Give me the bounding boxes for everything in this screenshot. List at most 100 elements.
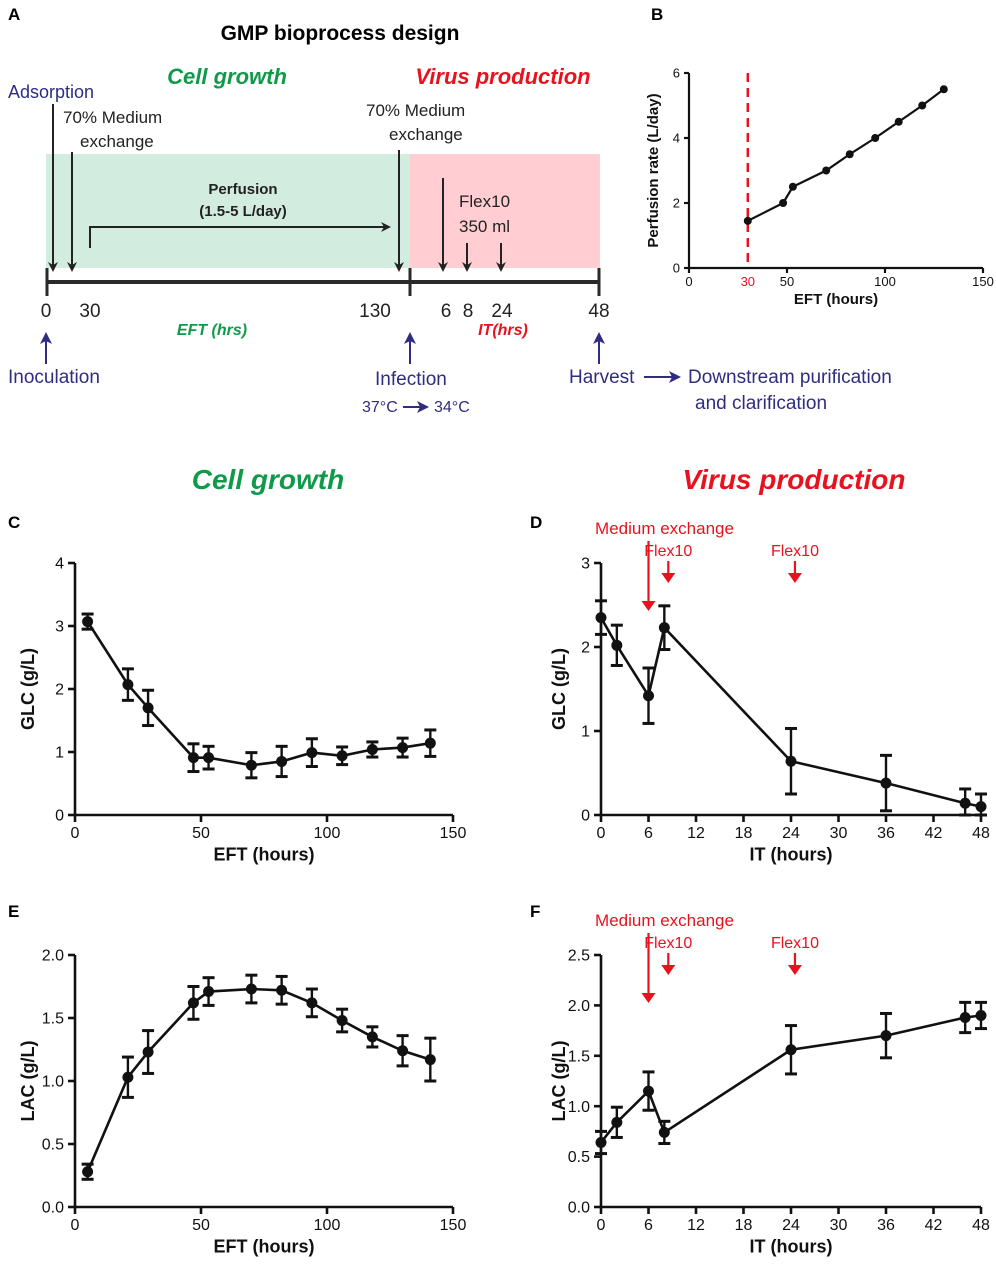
chart-c-data-point: [245, 759, 257, 771]
chart-f-data-point: [611, 1116, 623, 1128]
chart-d-data-point: [880, 777, 892, 789]
chart-f-y-tick-label: 1.5: [568, 1048, 590, 1065]
chart-f-y-tick-label: 2.5: [568, 948, 590, 965]
chart-d-annotation-label: Flex10: [644, 543, 692, 560]
chart-d-y-axis-label: GLC (g/L): [549, 648, 569, 730]
flex10-label: Flex10: [459, 192, 510, 211]
schematic-title: GMP bioprocess design: [221, 22, 460, 45]
chart-f-annotation-label: Flex10: [771, 935, 819, 952]
chart-b-x-tick-label: 100: [874, 274, 896, 289]
chart-c-y-tick-label: 4: [55, 556, 64, 573]
chart-b-data-point: [918, 101, 927, 110]
chart-e-data-point: [245, 983, 257, 995]
it-tick-8: 8: [463, 301, 474, 322]
chart-d-data-point: [975, 801, 987, 813]
flex10-volume-label: 350 ml: [459, 217, 510, 236]
chart-e-data-point: [306, 997, 318, 1009]
chart-e-y-tick-label: 1.5: [42, 1011, 64, 1028]
chart-f-data-point: [595, 1136, 607, 1148]
panel-a-schematic: A GMP bioprocess design Cell growth Viru…: [8, 5, 892, 416]
chart-e-y-tick-label: 2.0: [42, 948, 64, 965]
chart-c-data-point: [142, 702, 154, 714]
harvest-label: Harvest: [569, 367, 635, 388]
chart-e-x-tick-label: 100: [314, 1217, 341, 1234]
it-tick-24: 24: [491, 301, 513, 322]
chart-d-series-line: [599, 616, 982, 808]
perfusion-rate-label: (1.5-5 L/day): [199, 203, 287, 220]
chart-c-x-tick-label: 0: [71, 825, 80, 842]
chart-e-x-axis-label: EFT (hours): [214, 1236, 315, 1256]
chart-d-x-axis-label: IT (hours): [750, 844, 833, 864]
chart-b-y-tick-label: 4: [673, 131, 680, 146]
chart-b-data-point: [779, 199, 788, 207]
chart-b-data-point: [894, 117, 903, 126]
temp-from-label: 37°C: [362, 399, 398, 416]
chart-d-y-tick-label: 1: [581, 724, 590, 741]
chart-perfusion-rate: 0 50 100 150 0 2 4 6 EFT (hours) Perfusion rate (…: [645, 66, 994, 309]
chart-c-data-point: [187, 752, 199, 764]
chart-f-annotation-label: Medium exchange: [595, 911, 734, 930]
chart-f-x-tick-label: 30: [830, 1217, 848, 1234]
chart-c-data-point: [336, 750, 348, 762]
temp-to-label: 34°C: [434, 399, 470, 416]
medium-exchange-1-line1: 70% Medium: [63, 108, 162, 127]
chart-c-data-point: [306, 747, 318, 759]
perfusion-label: Perfusion: [208, 181, 277, 198]
chart-f-annotation-arrow-head: [641, 993, 656, 1003]
chart-d-x-tick-label: 36: [877, 825, 895, 842]
phase-label-virus: Virus production: [415, 64, 590, 89]
chart-f-annotation-arrow-head: [661, 965, 676, 975]
panel-label-b: B: [651, 5, 663, 24]
chart-d-annotation-label: Flex10: [771, 543, 819, 560]
section-title-virus-production: Virus production: [683, 464, 906, 495]
downstream-label-line1: Downstream purification: [688, 367, 892, 388]
chart-f-x-tick-label: 42: [925, 1217, 943, 1234]
chart-d-annotation-arrow-head: [641, 601, 656, 611]
chart-f-y-tick-label: 2.0: [568, 998, 590, 1015]
chart-c-data-point: [276, 755, 288, 767]
chart-f-x-tick-label: 12: [687, 1217, 705, 1234]
chart-b-x-tick-label: 150: [972, 274, 994, 289]
chart-f-y-tick-label: 0.5: [568, 1149, 590, 1166]
chart-f-x-tick-label: 6: [644, 1217, 653, 1234]
chart-b-series-line: [747, 88, 945, 222]
chart-c-y-tick-label: 1: [55, 745, 64, 762]
chart-b-data-point: [871, 134, 880, 142]
chart-b-y-tick-label: 0: [673, 261, 680, 276]
chart-e-y-tick-label: 1.0: [42, 1074, 64, 1091]
eft-tick-130: 130: [359, 301, 391, 322]
chart-e-data-point: [397, 1045, 409, 1057]
chart-c-x-axis-label: EFT (hours): [214, 844, 315, 864]
medium-exchange-1-line2: exchange: [80, 132, 154, 151]
chart-f-data-point: [785, 1044, 797, 1056]
chart-f-x-axis-label: IT (hours): [750, 1236, 833, 1256]
chart-d-x-tick-label: 48: [972, 825, 990, 842]
chart-b-marker-label-bg: [736, 275, 759, 290]
adsorption-label: Adsorption: [8, 82, 94, 102]
chart-c-y-tick-label: 0: [55, 808, 64, 825]
chart-c-x-tick-label: 150: [440, 825, 467, 842]
chart-c-data-point: [122, 679, 134, 691]
chart-f-annotation-arrow-head: [787, 965, 802, 975]
chart-d-x-tick-label: 24: [782, 825, 800, 842]
chart-b-data-point: [743, 216, 752, 225]
section-title-cell-growth: Cell growth: [192, 464, 344, 495]
chart-f-x-tick-label: 24: [782, 1217, 800, 1234]
chart-e-data-point: [142, 1046, 154, 1058]
chart-d-data-point: [595, 612, 607, 624]
phase-label-growth: Cell growth: [167, 64, 287, 89]
chart-e-x-tick-label: 150: [440, 1217, 467, 1234]
chart-e-data-point: [336, 1015, 348, 1027]
chart-lac-it: 0 6 12 18 24 30 36 42 48 0.0 0.5 1.0 1.5 2.0 2.5 IT (ho…: [549, 911, 990, 1256]
chart-lac-eft: 0 50 100 150 0.0 0.5 1.0 1.5 2.0 EFT (hours) LAC (…: [18, 948, 466, 1257]
chart-d-data-point: [785, 755, 797, 767]
chart-f-data-point: [880, 1030, 892, 1042]
virus-phase-region: [410, 154, 600, 268]
chart-e-data-point: [203, 986, 215, 998]
chart-d-x-tick-label: 0: [597, 825, 606, 842]
chart-d-data-point: [658, 622, 670, 634]
chart-d-x-tick-label: 18: [735, 825, 753, 842]
panel-label-e: E: [8, 902, 19, 921]
medium-exchange-2-line1: 70% Medium: [366, 101, 465, 120]
